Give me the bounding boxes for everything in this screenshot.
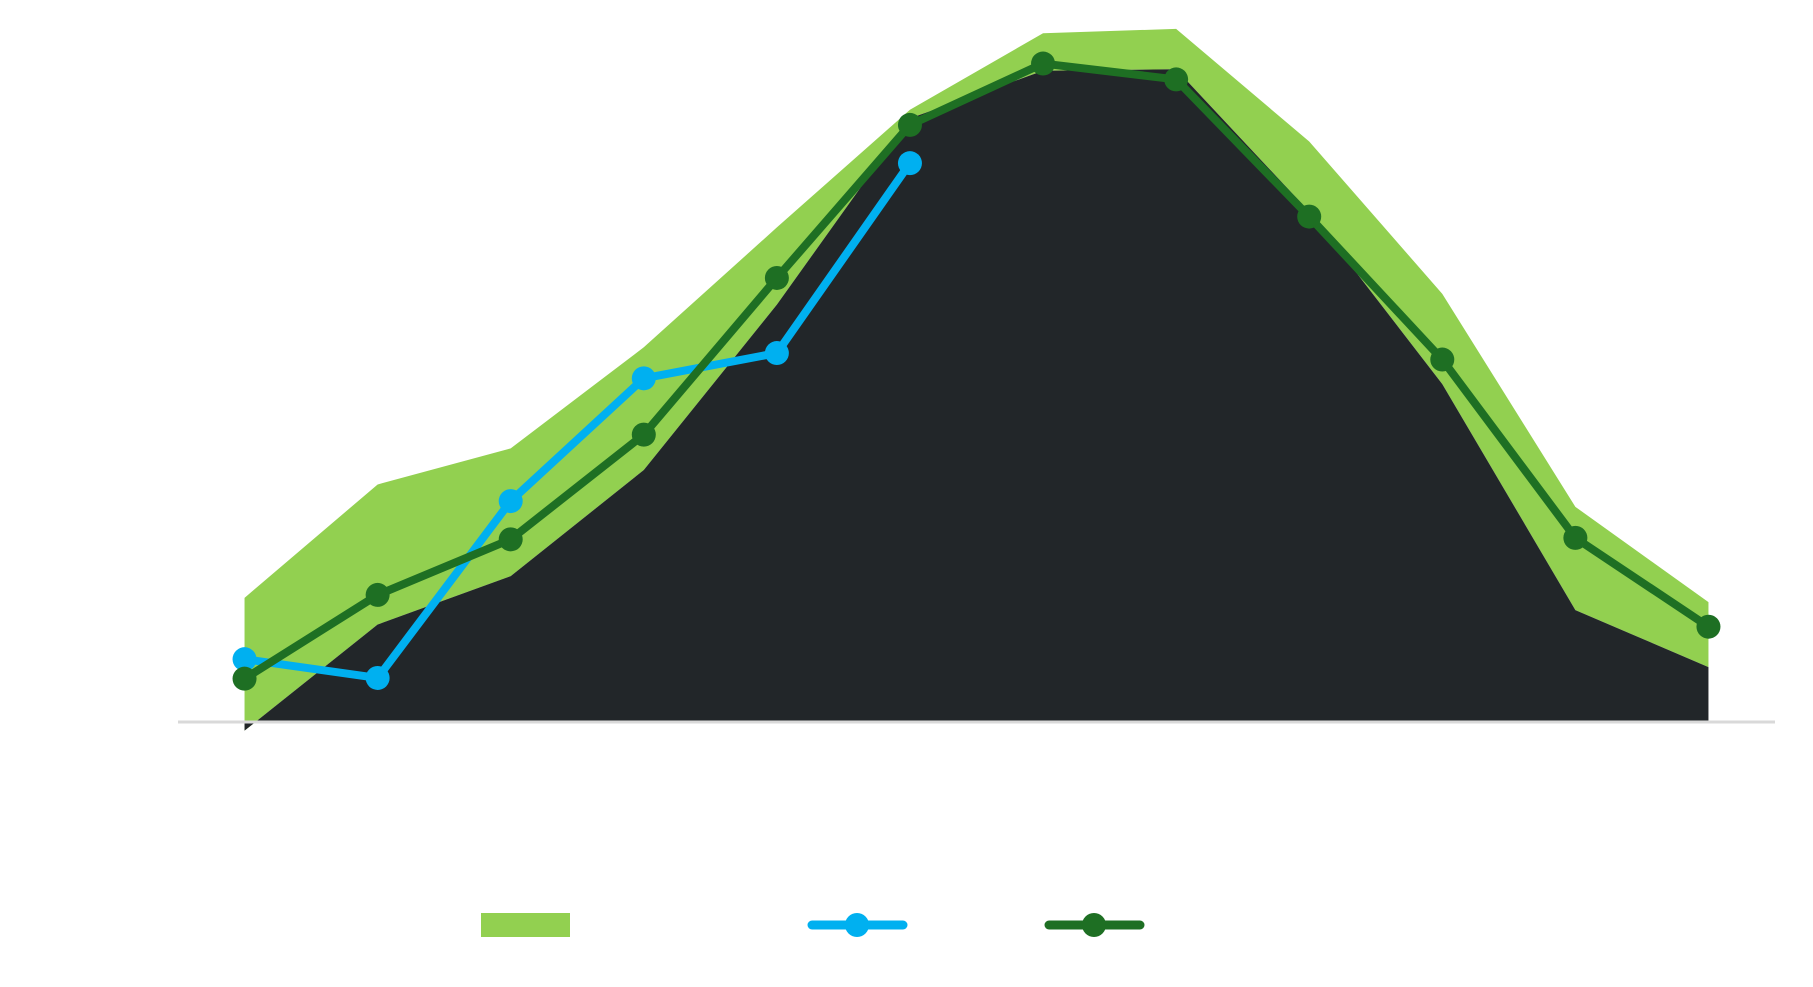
series-1-point-5 bbox=[764, 341, 789, 366]
series-1-point-1 bbox=[232, 647, 257, 672]
series-2 bbox=[232, 51, 1721, 691]
series-2-point-9 bbox=[1297, 204, 1322, 229]
legend bbox=[481, 913, 1145, 937]
base-area-layer bbox=[244, 69, 1709, 731]
series-2-point-7 bbox=[1031, 51, 1056, 76]
series-1 bbox=[232, 151, 922, 690]
series-2-point-3 bbox=[498, 527, 523, 552]
range-band-area bbox=[244, 28, 1709, 731]
series-1-point-2 bbox=[365, 665, 390, 690]
series-2-point-6 bbox=[897, 112, 922, 137]
series-2-point-4 bbox=[631, 422, 656, 447]
series-2-line bbox=[240, 59, 1713, 683]
series-layer bbox=[232, 51, 1721, 691]
series-2-point-1 bbox=[232, 666, 257, 691]
series-2-point-2 bbox=[365, 582, 390, 607]
series-2-point-5 bbox=[764, 265, 789, 290]
series-2-point-8 bbox=[1164, 67, 1189, 92]
range-band-layer bbox=[244, 28, 1709, 731]
legend-swatch-series-1-marker bbox=[845, 913, 869, 937]
series-1-point-4 bbox=[631, 366, 656, 391]
base-area bbox=[244, 69, 1709, 731]
series-2-point-11 bbox=[1563, 525, 1588, 550]
series-1-point-3 bbox=[498, 489, 523, 514]
series-2-point-10 bbox=[1430, 347, 1455, 372]
series-1-point-6 bbox=[897, 151, 922, 176]
series-1-line bbox=[240, 159, 914, 682]
series-2-point-12 bbox=[1696, 614, 1721, 639]
legend-swatch-band bbox=[481, 913, 570, 937]
legend-swatch-series-2-marker bbox=[1082, 913, 1106, 937]
